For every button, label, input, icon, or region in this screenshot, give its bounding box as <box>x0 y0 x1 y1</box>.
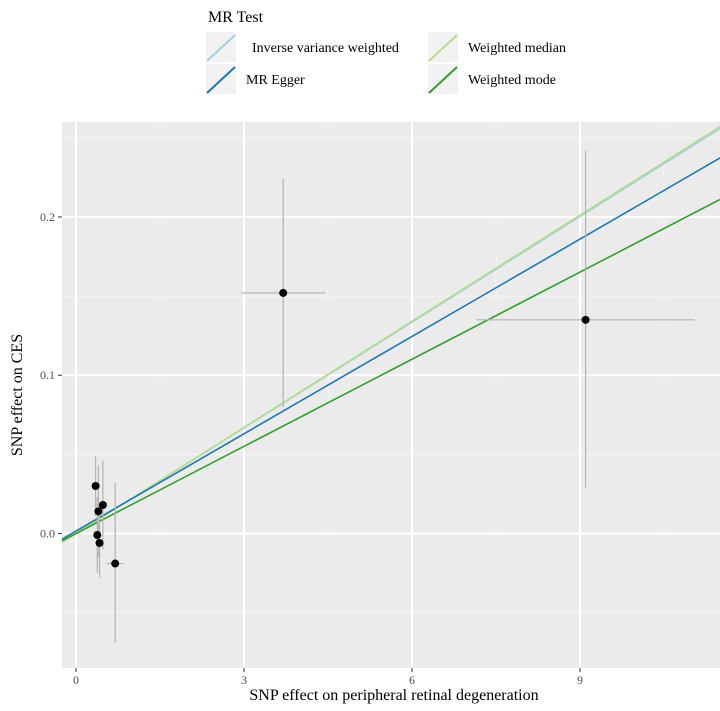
legend-key-line <box>206 66 236 94</box>
snp-point <box>581 315 590 324</box>
x-tick-label: 0 <box>73 673 79 687</box>
y-tick-label: 0.2 <box>40 210 55 224</box>
snp-point <box>98 500 107 509</box>
fit-line-weighted-median <box>62 126 720 543</box>
legend-label: Weighted median <box>468 41 566 56</box>
snp-point <box>95 538 104 547</box>
x-axis-title: SNP effect on peripheral retinal degener… <box>249 687 538 704</box>
snp-points <box>91 288 590 568</box>
legend-label: Weighted mode <box>468 73 556 88</box>
y-tick-label: 0.0 <box>40 526 55 540</box>
legend-label: MR Egger <box>246 73 305 88</box>
snp-point <box>279 288 288 297</box>
x-tick-label: 6 <box>409 673 415 687</box>
snp-point <box>93 531 102 540</box>
legend-key-line <box>428 66 458 94</box>
major-gridlines <box>62 122 720 668</box>
snp-point <box>94 507 103 516</box>
plot-panel <box>62 122 720 668</box>
mr-fit-lines <box>62 126 720 543</box>
fit-line-weighted-mode <box>62 198 720 542</box>
legend: MR Test Inverse variance weighted Weighte… <box>206 9 566 94</box>
snp-point <box>111 559 120 568</box>
x-axis-ticks: 0 3 6 9 <box>73 668 583 687</box>
legend-title: MR Test <box>208 9 264 26</box>
legend-label: Inverse variance weighted <box>252 41 399 56</box>
legend-key-line <box>428 34 458 62</box>
snp-point <box>91 482 100 490</box>
x-tick-label: 9 <box>577 673 583 687</box>
y-tick-label: 0.1 <box>40 368 55 382</box>
y-axis-ticks: 0.0 0.1 0.2 <box>40 210 62 540</box>
x-tick-label: 3 <box>241 673 247 687</box>
minor-gridlines <box>62 122 720 668</box>
y-axis-title: SNP effect on CES <box>9 334 26 456</box>
legend-key-line <box>206 34 236 62</box>
fit-line-mr-egger <box>62 157 720 540</box>
